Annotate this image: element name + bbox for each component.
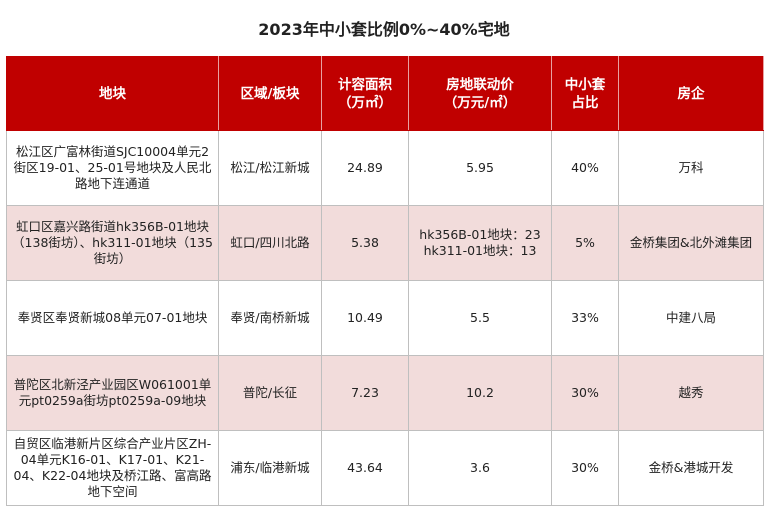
cell-area-block: 虹口/四川北路 — [218, 205, 322, 281]
cell-price: 10.2 — [408, 355, 552, 431]
cell-floor-area: 24.89 — [321, 130, 409, 206]
cell-area-block: 浦东/临港新城 — [218, 430, 322, 506]
land-parcel-table: 地块 区域/板块 计容面积 （万㎡） 房地联动价 （万元/㎡） 中小套 占比 房… — [6, 56, 764, 506]
cell-price: 5.5 — [408, 280, 552, 356]
cell-developer: 万科 — [618, 130, 764, 206]
cell-parcel: 奉贤区奉贤新城08单元07-01地块 — [6, 280, 219, 356]
cell-parcel: 自贸区临港新片区综合产业片区ZH-04单元K16-01、K17-01、K21-0… — [6, 430, 219, 506]
column-header-floor-area: 计容面积 （万㎡） — [321, 56, 409, 131]
table-header-row: 地块 区域/板块 计容面积 （万㎡） 房地联动价 （万元/㎡） 中小套 占比 房… — [6, 56, 764, 131]
cell-price: hk356B-01地块：23 hk311-01地块：13 — [408, 205, 552, 281]
cell-parcel: 普陀区北新泾产业园区W061001单元pt0259a街坊pt0259a-09地块 — [6, 355, 219, 431]
column-header-developer: 房企 — [618, 56, 764, 131]
cell-price: 5.95 — [408, 130, 552, 206]
column-header-small-ratio: 中小套 占比 — [551, 56, 619, 131]
cell-area-block: 普陀/长征 — [218, 355, 322, 431]
column-header-area-block: 区域/板块 — [218, 56, 322, 131]
cell-price: 3.6 — [408, 430, 552, 506]
table-row: 自贸区临港新片区综合产业片区ZH-04单元K16-01、K17-01、K21-0… — [6, 430, 764, 506]
cell-small-ratio: 30% — [551, 430, 619, 506]
column-header-parcel: 地块 — [6, 56, 219, 131]
cell-developer: 越秀 — [618, 355, 764, 431]
cell-developer: 金桥&港城开发 — [618, 430, 764, 506]
table-row: 奉贤区奉贤新城08单元07-01地块 奉贤/南桥新城 10.49 5.5 33%… — [6, 280, 764, 356]
column-header-price: 房地联动价 （万元/㎡） — [408, 56, 552, 131]
page-title: 2023年中小套比例0%~40%宅地 — [258, 20, 510, 39]
cell-floor-area: 5.38 — [321, 205, 409, 281]
cell-small-ratio: 30% — [551, 355, 619, 431]
cell-floor-area: 7.23 — [321, 355, 409, 431]
cell-area-block: 奉贤/南桥新城 — [218, 280, 322, 356]
cell-developer: 中建八局 — [618, 280, 764, 356]
cell-small-ratio: 40% — [551, 130, 619, 206]
cell-floor-area: 43.64 — [321, 430, 409, 506]
cell-area-block: 松江/松江新城 — [218, 130, 322, 206]
table-row: 普陀区北新泾产业园区W061001单元pt0259a街坊pt0259a-09地块… — [6, 355, 764, 431]
cell-parcel: 虹口区嘉兴路街道hk356B-01地块（138街坊）、hk311-01地块（13… — [6, 205, 219, 281]
table-row: 虹口区嘉兴路街道hk356B-01地块（138街坊）、hk311-01地块（13… — [6, 205, 764, 281]
cell-parcel: 松江区广富林街道SJC10004单元2街区19-01、25-01号地块及人民北路… — [6, 130, 219, 206]
cell-floor-area: 10.49 — [321, 280, 409, 356]
cell-developer: 金桥集团&北外滩集团 — [618, 205, 764, 281]
cell-small-ratio: 5% — [551, 205, 619, 281]
table-row: 松江区广富林街道SJC10004单元2街区19-01、25-01号地块及人民北路… — [6, 130, 764, 206]
cell-small-ratio: 33% — [551, 280, 619, 356]
